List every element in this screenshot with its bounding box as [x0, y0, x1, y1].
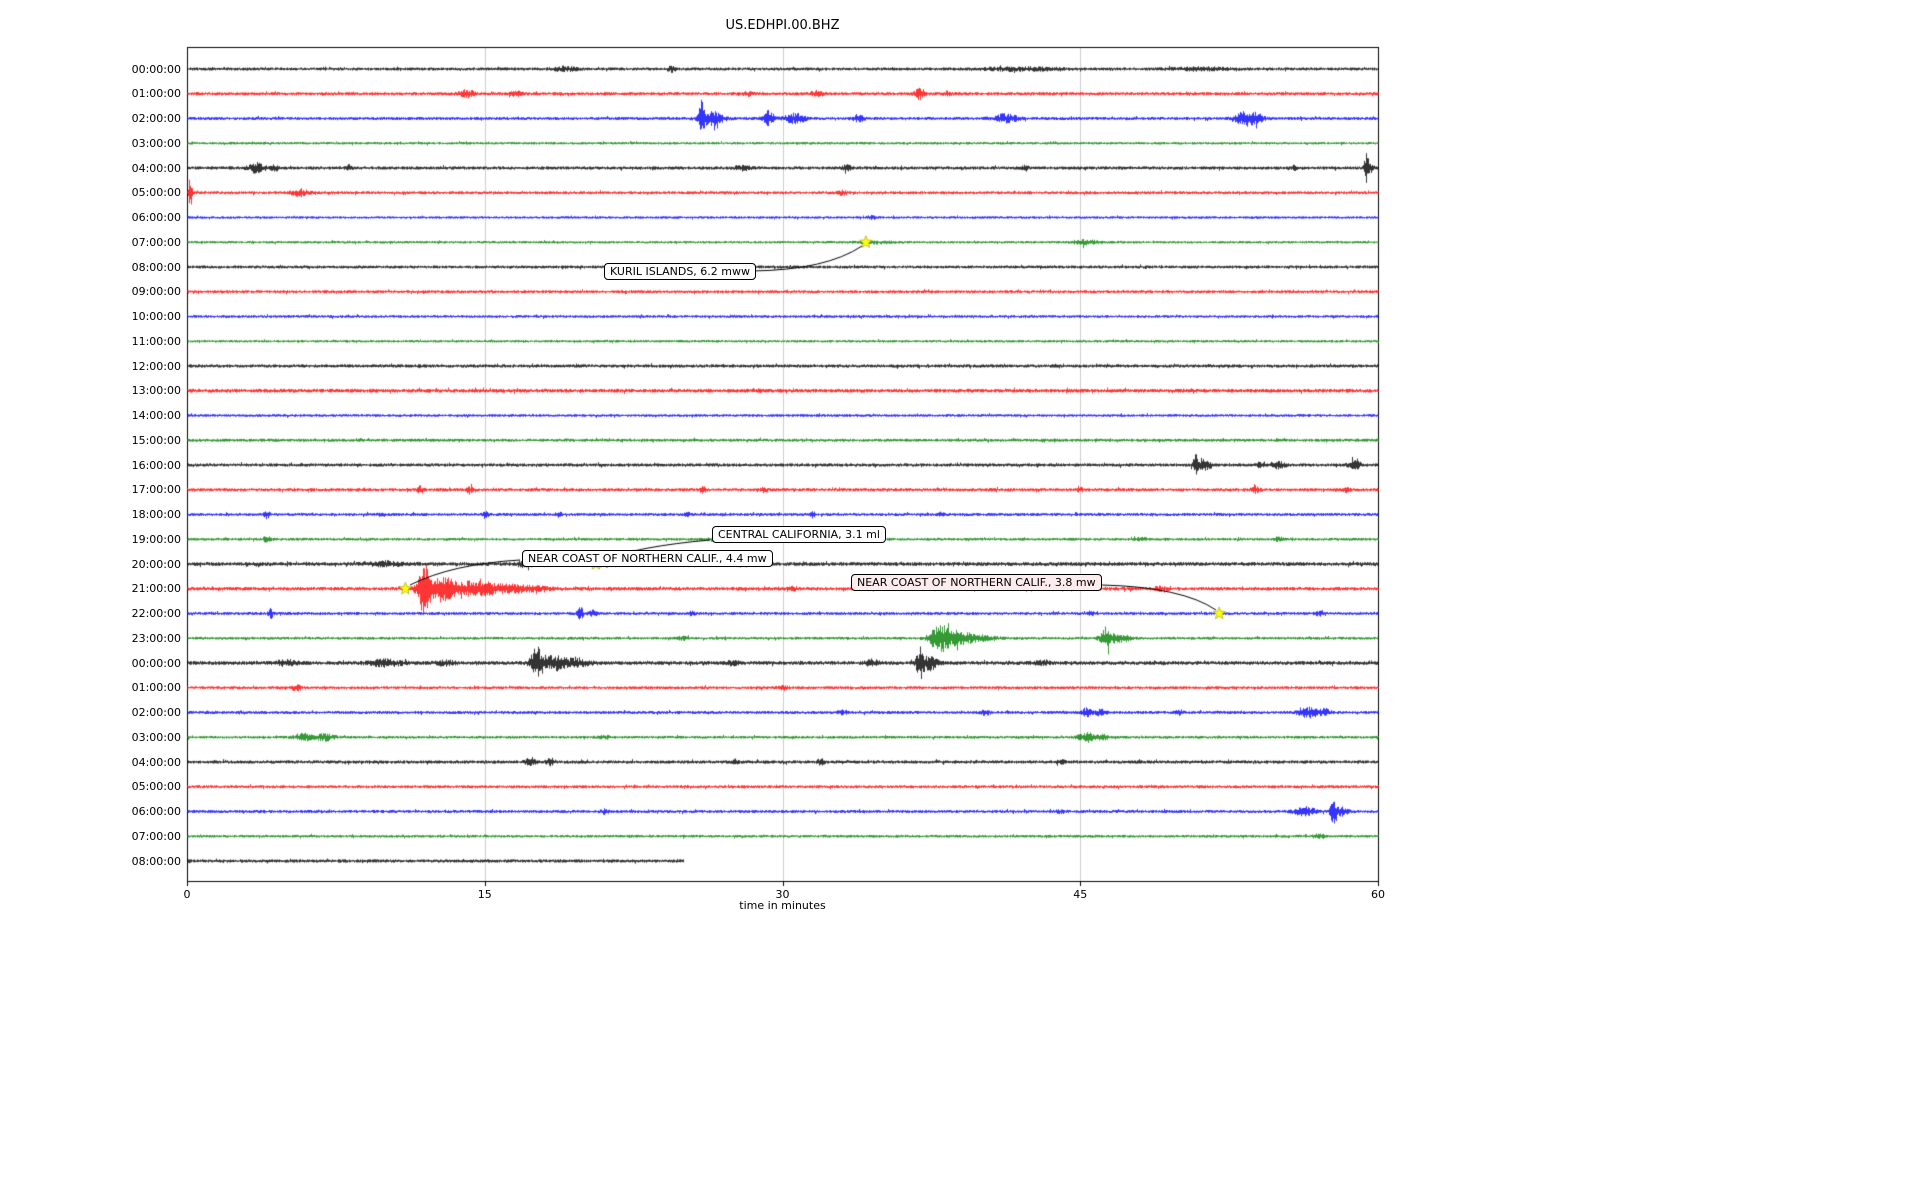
row-label: 05:00:00: [131, 186, 181, 200]
row-label: 00:00:00: [131, 656, 181, 670]
row-label: 09:00:00: [131, 285, 181, 299]
row-label: 00:00:00: [131, 62, 181, 76]
x-tick-label: 45: [1073, 888, 1088, 901]
row-label: 17:00:00: [131, 483, 181, 497]
annotation-near-coast-northern-calif-38: NEAR COAST OF NORTHERN CALIF., 3.8 mw: [851, 574, 1102, 591]
row-label: 05:00:00: [131, 780, 181, 794]
row-label: 10:00:00: [131, 310, 181, 323]
row-label: 01:00:00: [131, 681, 181, 695]
row-label: 08:00:00: [131, 854, 181, 868]
annotation-near-coast-northern-calif-44: NEAR COAST OF NORTHERN CALIF., 4.4 mw: [522, 550, 773, 567]
row-label: 06:00:00: [131, 211, 181, 224]
row-label: 07:00:00: [131, 235, 181, 249]
annotation-kuril-islands: KURIL ISLANDS, 6.2 mww: [604, 263, 756, 280]
row-label: 04:00:00: [131, 161, 181, 175]
row-label: 02:00:00: [131, 112, 181, 125]
row-label: 16:00:00: [131, 458, 181, 472]
row-label: 02:00:00: [131, 706, 181, 719]
plot-title: US.EDHPI.00.BHZ: [725, 18, 840, 33]
x-axis-label: time in minutes: [739, 899, 826, 912]
row-label: 14:00:00: [131, 409, 181, 422]
row-label: 15:00:00: [131, 433, 181, 447]
row-label: 13:00:00: [131, 384, 181, 398]
row-label: 06:00:00: [131, 805, 181, 818]
x-tick-label: 30: [775, 888, 790, 901]
row-label: 08:00:00: [131, 260, 181, 274]
row-label: 01:00:00: [131, 87, 181, 101]
row-label: 23:00:00: [131, 631, 181, 645]
annotation-central-california: CENTRAL CALIFORNIA, 3.1 ml: [712, 526, 886, 543]
row-label: 04:00:00: [131, 755, 181, 769]
row-label: 18:00:00: [131, 508, 181, 521]
row-label: 11:00:00: [131, 334, 181, 348]
row-label: 07:00:00: [131, 829, 181, 843]
row-label: 20:00:00: [131, 557, 181, 571]
row-label: 19:00:00: [131, 532, 181, 546]
row-label: 21:00:00: [131, 582, 181, 596]
row-label: 12:00:00: [131, 359, 181, 373]
row-label: 03:00:00: [131, 730, 181, 744]
x-tick-label: 15: [477, 888, 492, 901]
row-label: 22:00:00: [131, 607, 181, 620]
row-label: 03:00:00: [131, 136, 181, 150]
x-tick-label: 60: [1371, 888, 1385, 901]
x-tick-label: 0: [183, 888, 191, 901]
